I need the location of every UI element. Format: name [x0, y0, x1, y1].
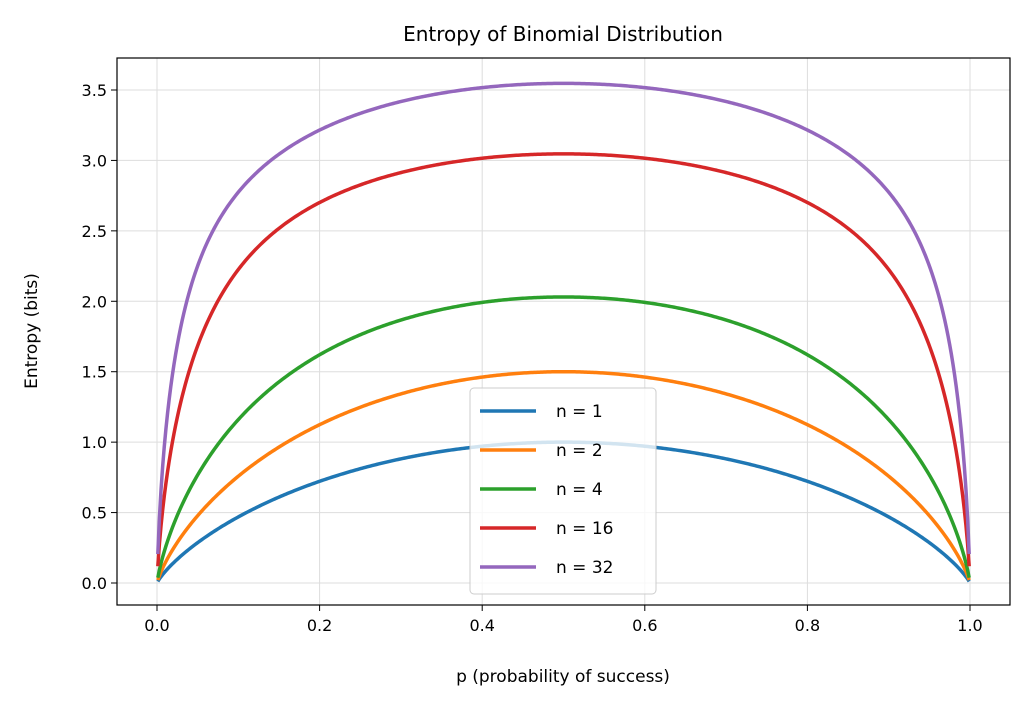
y-tick-label: 1.5: [82, 363, 107, 382]
plot-frame: [116, 57, 1011, 606]
legend: n = 1 n = 2 n = 4 n = 16 n = 32: [469, 387, 657, 595]
legend-label: n = 32: [556, 558, 613, 578]
y-tick-label: 1.0: [82, 433, 107, 452]
x-axis-label: p (probability of success): [456, 667, 670, 687]
x-tick-label: 0.6: [632, 616, 657, 635]
y-axis-label: Entropy (bits): [22, 273, 42, 389]
y-tick-label: 3.0: [82, 151, 107, 170]
y-tick-label: 2.0: [82, 292, 107, 311]
grid: [117, 58, 1010, 605]
series-line-n4: [156, 295, 971, 579]
x-axis: 0.0 0.2 0.4 0.6 0.8 1.0: [144, 605, 983, 635]
y-tick-label: 2.5: [82, 222, 107, 241]
x-tick-label: 0.0: [144, 616, 169, 635]
x-tick-label: 0.8: [795, 616, 820, 635]
chart-title: Entropy of Binomial Distribution: [403, 22, 723, 46]
series-line-n2: [156, 369, 971, 581]
y-tick-label: 3.5: [82, 81, 107, 100]
legend-label: n = 2: [556, 441, 603, 461]
series-line-n16: [156, 152, 971, 567]
x-tick-label: 1.0: [957, 616, 982, 635]
y-axis: 0.0 0.5 1.0 1.5 2.0 2.5 3.0 3.5: [82, 81, 117, 593]
y-tick-label: 0.5: [82, 504, 107, 523]
legend-box: [469, 387, 657, 595]
legend-label: n = 1: [556, 402, 603, 422]
x-tick-label: 0.4: [469, 616, 494, 635]
y-tick-label: 0.0: [82, 574, 107, 593]
legend-label: n = 16: [556, 519, 613, 539]
x-tick-label: 0.2: [307, 616, 332, 635]
legend-label: n = 4: [556, 480, 603, 500]
series-line-n32: [156, 81, 971, 555]
